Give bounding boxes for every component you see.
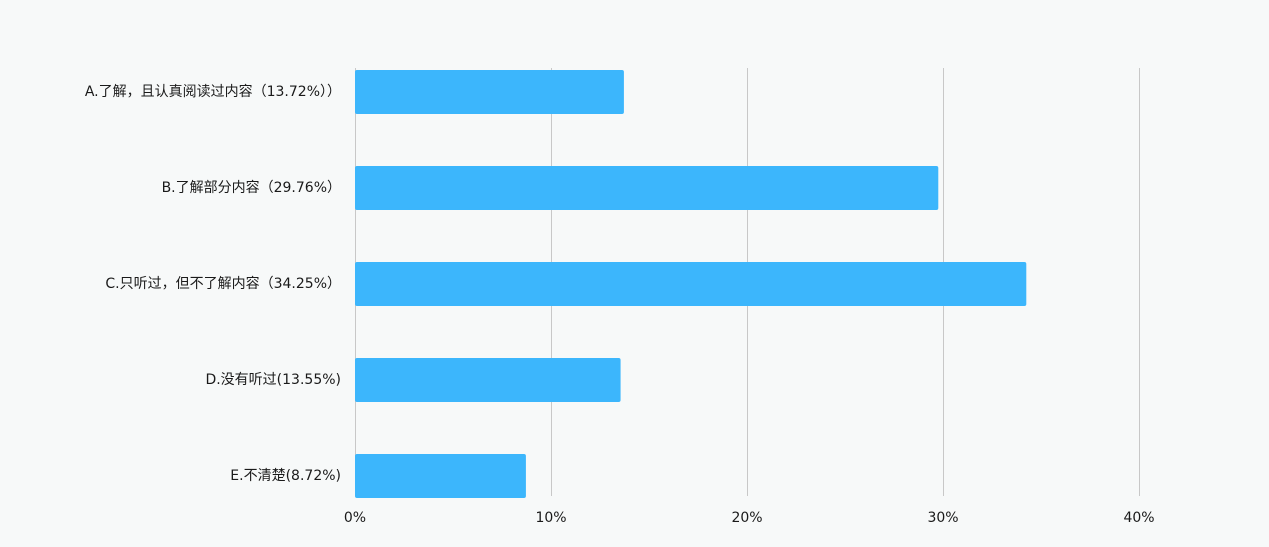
category-label: E.不清楚(8.72%) bbox=[230, 468, 341, 484]
x-tick-labels: 0% 10% 20% 30% 40% bbox=[344, 510, 1155, 526]
x-tick-label: 40% bbox=[1123, 510, 1154, 526]
bar bbox=[355, 454, 526, 498]
x-tick-label: 0% bbox=[344, 510, 366, 526]
x-tick-label: 10% bbox=[535, 510, 566, 526]
bar bbox=[355, 70, 624, 114]
x-tick-label: 20% bbox=[731, 510, 762, 526]
x-tick-label: 30% bbox=[927, 510, 958, 526]
bars bbox=[355, 70, 1027, 498]
category-label: C.只听过，但不了解内容（34.25%） bbox=[105, 275, 341, 292]
category-label: A.了解，且认真阅读过内容（13.72%）） bbox=[85, 83, 341, 100]
bar bbox=[355, 358, 621, 402]
category-label: B.了解部分内容（29.76%） bbox=[162, 179, 341, 196]
category-labels: A.了解，且认真阅读过内容（13.72%）） B.了解部分内容（29.76%） C.… bbox=[85, 83, 341, 484]
category-label: D.没有听过(13.55%) bbox=[205, 372, 341, 388]
bar bbox=[355, 166, 939, 210]
bar bbox=[355, 262, 1027, 306]
